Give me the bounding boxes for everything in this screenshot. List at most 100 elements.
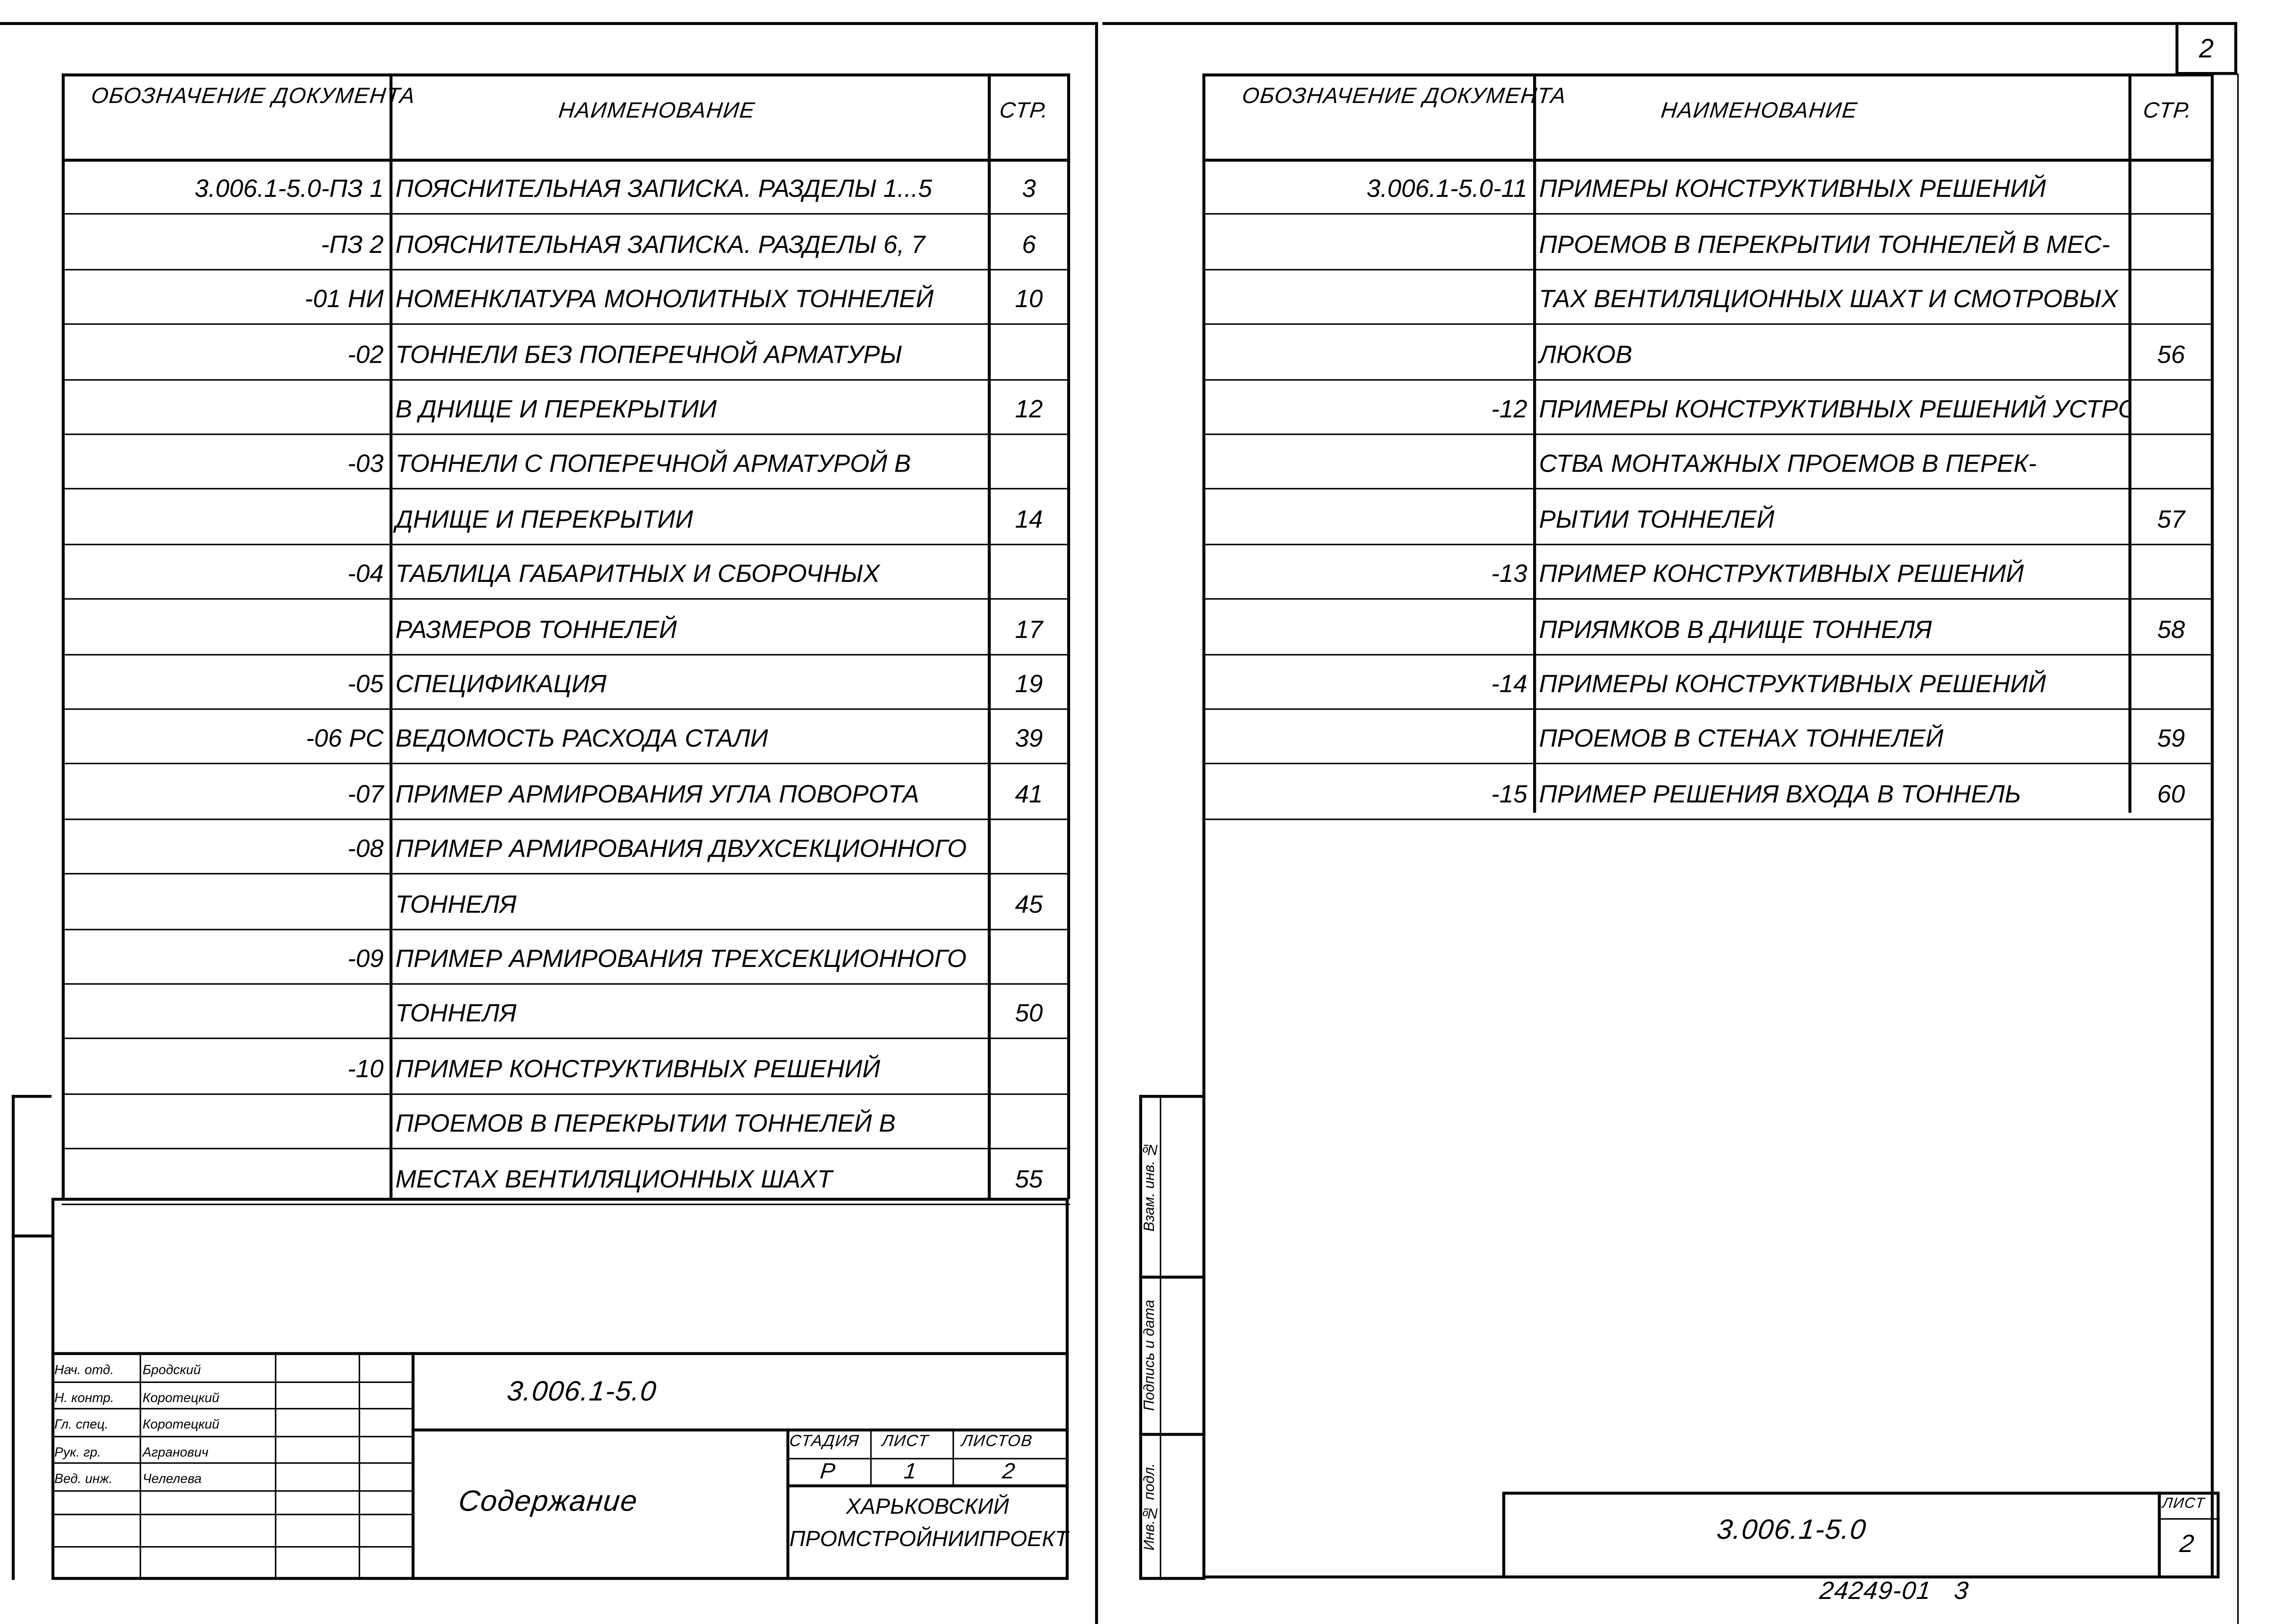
row-divider (1202, 213, 2214, 216)
row-designation (1202, 214, 1533, 269)
row-divider (62, 983, 1071, 985)
row-divider (62, 488, 1071, 490)
row-divider (62, 653, 1071, 655)
row-page (2128, 433, 2214, 488)
row-page: 12 (1015, 395, 1043, 423)
row-name: Примеры конструктивных решений (1539, 175, 2046, 204)
signer-role: Нач. отд. (54, 1362, 114, 1377)
row-page: 3 (1022, 175, 1036, 204)
sheet-label: Лист (881, 1433, 930, 1451)
row-name: в днище и перекрытии (395, 395, 717, 423)
row-page: 56 (2157, 340, 2185, 369)
right-designation: 3.006.1-5.0 (1715, 1515, 1868, 1547)
row-divider (1202, 433, 2214, 435)
row-name: днище и перекрытии (395, 505, 693, 534)
row-designation (62, 983, 389, 1038)
row-page (2128, 269, 2214, 324)
row-divider (62, 708, 1071, 710)
right-top-border (1102, 22, 2178, 25)
title-block-divider (412, 1352, 415, 1580)
row-designation: -10 (347, 1055, 384, 1083)
header-page: Стр. (998, 98, 1050, 123)
signer-grid-line (275, 1352, 277, 1580)
row-page: 55 (1015, 1165, 1043, 1193)
row-divider (62, 1203, 1071, 1205)
row-divider (62, 1093, 1071, 1095)
row-name: размеров тоннелей (395, 615, 677, 643)
row-divider (1202, 324, 2214, 325)
title-block-divider (786, 1428, 789, 1580)
side-stamp-line (1139, 1433, 1205, 1436)
stamp-replace-inv: Взам. инв. № (1142, 1140, 1159, 1232)
row-divider (62, 543, 1071, 545)
row-designation (62, 598, 389, 653)
side-stamp (1139, 1095, 1205, 1580)
signer-name: Агранович (142, 1444, 209, 1459)
corner-page-number: 2 (2175, 22, 2237, 75)
row-name: проемов в стенах тоннелей (1539, 725, 1944, 753)
row-designation: 3.006.1-5.0-ПЗ 1 (194, 175, 384, 204)
signer-role: Вед. инж. (54, 1471, 113, 1486)
row-designation: -14 (1491, 670, 1528, 698)
right-title-block (1502, 1491, 2220, 1578)
row-divider (1202, 818, 2214, 820)
signer-grid-line (51, 1546, 412, 1548)
row-page: 58 (2157, 615, 2185, 643)
row-designation: -ПЗ 2 (321, 230, 384, 258)
row-name: Номенклатура монолитных тоннелей (395, 285, 934, 313)
organization: Харьковский Промстройниипроект (789, 1495, 1069, 1552)
signer-grid-line (139, 1352, 141, 1580)
row-divider (1202, 378, 2214, 380)
title-block-divider (412, 1428, 1069, 1432)
header-divider (62, 159, 1071, 162)
stage-label: Стадия (788, 1433, 860, 1451)
row-page (988, 1093, 1070, 1148)
row-designation: 3.006.1-5.0-11 (1366, 175, 1528, 204)
row-page (988, 544, 1070, 599)
signer-row-divider (51, 1381, 412, 1382)
row-designation (1202, 269, 1533, 324)
row-page (2128, 379, 2214, 434)
row-designation (62, 379, 389, 434)
header-designation: Обозначение документа (90, 83, 417, 109)
row-page (2128, 214, 2214, 269)
col-divider (2128, 73, 2132, 813)
col-divider (389, 73, 393, 1199)
signer-grid-line (51, 1514, 412, 1516)
row-page (988, 324, 1070, 379)
row-page (988, 928, 1070, 983)
row-designation: -08 (347, 835, 384, 863)
row-divider (1202, 708, 2214, 710)
row-designation (1202, 598, 1533, 653)
left-stamp-line (11, 1095, 51, 1098)
row-name: тоннеля (395, 1000, 517, 1028)
row-page (2128, 544, 2214, 599)
row-page: 39 (1015, 725, 1043, 753)
header-page: Стр. (2142, 98, 2194, 123)
row-page (2128, 159, 2214, 214)
row-name: тоннеля (395, 890, 517, 918)
header-name: Наименование (1659, 98, 1859, 123)
row-name: Пояснительная записка. Разделы 1...5 (395, 175, 932, 204)
row-name: Ведомость расхода стали (395, 725, 768, 753)
row-name: тах вентиляционных шахт и смотровых (1539, 285, 2118, 313)
row-designation: -07 (347, 780, 384, 808)
row-divider (62, 213, 1071, 216)
stage-value: Р (819, 1459, 837, 1485)
row-page: 10 (1015, 285, 1043, 313)
row-name: Примеры конструктивных решений устрой- (1539, 395, 2129, 423)
row-designation: -01 НИ (304, 285, 384, 313)
row-divider (1202, 763, 2214, 765)
signer-row-divider (51, 1489, 412, 1491)
right-edge-line (2237, 73, 2239, 1624)
title-block-divider (870, 1428, 872, 1485)
right-sheet-label: Лист (2161, 1496, 2206, 1512)
row-designation: -09 (347, 945, 384, 973)
row-name: Пример армирования угла поворота (395, 780, 919, 808)
row-designation (1202, 488, 1533, 544)
side-stamp-line (1159, 1095, 1161, 1580)
row-designation: -05 (347, 670, 384, 698)
signer-grid-line (358, 1352, 360, 1580)
title-block-divider (2158, 1518, 2220, 1520)
row-page: 50 (1015, 1000, 1043, 1028)
